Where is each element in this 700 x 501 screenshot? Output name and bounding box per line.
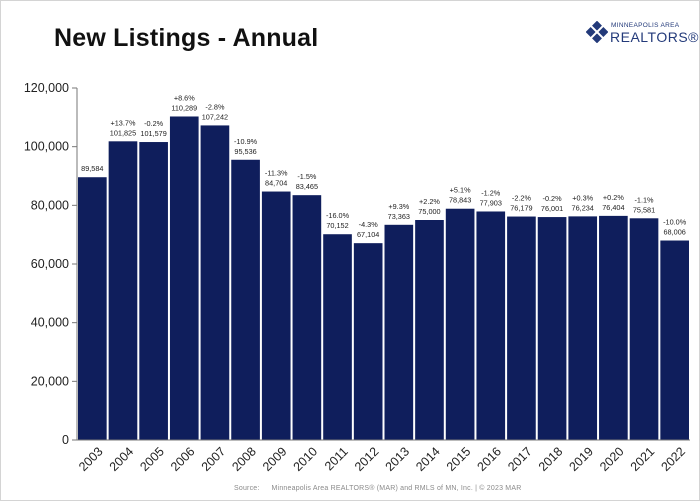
bar: [261, 191, 291, 440]
bar-value-label: 68,006: [664, 228, 686, 237]
bars: [78, 116, 689, 441]
bar-value-label: 110,289: [171, 103, 197, 112]
bar: [629, 218, 659, 440]
bar-change-label: -10.9%: [234, 137, 258, 146]
bar-value-label: 83,465: [296, 182, 318, 191]
source-footnote: Source: Minneapolis Area REALTORS® (MAR) …: [234, 485, 521, 492]
bar-change-label: -16.0%: [326, 211, 350, 220]
bar: [660, 240, 689, 440]
bar: [353, 243, 383, 440]
bar-value-label: 76,179: [510, 204, 532, 213]
bar-change-label: -4.3%: [359, 220, 379, 229]
bar: [231, 159, 260, 441]
source-label: Source:: [234, 485, 260, 492]
x-tick-label: 2021: [628, 444, 658, 474]
bar: [415, 220, 444, 440]
bar-value-label: 78,843: [449, 196, 471, 205]
bar-change-label: -10.0%: [663, 218, 687, 227]
bar-value-label: 107,242: [202, 112, 228, 121]
source-text: Minneapolis Area REALTORS® (MAR) and RML…: [271, 485, 522, 492]
logo-main-text: REALTORS®: [610, 29, 699, 45]
x-tick-label: 2017: [505, 444, 535, 474]
x-tick-label: 2007: [199, 444, 229, 474]
x-tick-label: 2004: [107, 444, 137, 474]
bar-value-label: 70,152: [326, 221, 348, 230]
x-tick-label: 2006: [168, 444, 198, 474]
x-tick-label: 2020: [597, 444, 627, 474]
bar: [169, 116, 199, 441]
bar: [507, 216, 536, 440]
bar-change-label: -1.1%: [634, 195, 654, 204]
y-tick-label: 60,000: [31, 257, 69, 271]
bar-value-label: 101,579: [140, 129, 166, 138]
bar-value-label: 75,581: [633, 205, 655, 214]
x-tick-label: 2016: [475, 444, 505, 474]
bar-value-label: 76,234: [572, 203, 594, 212]
bar-change-label: +0.3%: [572, 193, 593, 202]
bar-value-label: 75,000: [418, 207, 440, 216]
bar: [384, 224, 414, 440]
bar: [200, 125, 230, 441]
bar-change-label: +9.3%: [388, 202, 409, 211]
x-tick-label: 2018: [536, 444, 566, 474]
realtors-logo: MINNEAPOLIS AREA REALTORS®: [586, 20, 699, 46]
x-tick-label: 2012: [352, 444, 382, 474]
bar-value-label: 89,584: [81, 164, 103, 173]
bar-value-label: 76,404: [602, 203, 624, 212]
bar-change-label: +2.2%: [419, 197, 440, 206]
bar: [139, 142, 168, 441]
x-tick-label: 2019: [566, 444, 596, 474]
x-axis: 2003 2004 2005 2006 2007 2008 2009 2010 2011 2012…: [76, 439, 690, 474]
bar-value-label: 84,704: [265, 179, 287, 188]
bar-change-label: +8.6%: [174, 93, 195, 102]
bar: [476, 211, 506, 440]
y-tick-label: 120,000: [24, 81, 69, 95]
x-tick-label: 2014: [413, 444, 443, 474]
logo-top-text: MINNEAPOLIS AREA: [611, 22, 680, 29]
bar-value-label: 67,104: [357, 230, 379, 239]
bar-value-label: 95,536: [234, 147, 256, 156]
bar-change-label: -1.5%: [297, 172, 317, 181]
bar: [292, 195, 322, 440]
y-tick-label: 80,000: [31, 198, 69, 212]
bar: [599, 215, 628, 440]
x-tick-label: 2010: [291, 444, 321, 474]
y-tick-label: 40,000: [31, 316, 69, 330]
bar: [323, 234, 352, 440]
bar: [445, 208, 475, 440]
bar-change-label: -2.8%: [205, 102, 225, 111]
bar-value-label: 77,903: [480, 198, 502, 207]
bar-value-label: 101,825: [110, 128, 136, 137]
bar-change-label: +0.2%: [603, 193, 624, 202]
bar-labels: 89,584101,825+13.7%101,579-0.2%110,289+8…: [81, 93, 687, 239]
bar: [108, 141, 138, 440]
y-tick-label: 20,000: [31, 374, 69, 388]
x-tick-label: 2008: [229, 444, 259, 474]
x-tick-label: 2015: [444, 444, 474, 474]
x-tick-label: 2009: [260, 444, 290, 474]
chart-title: New Listings - Annual: [54, 24, 319, 52]
bar-value-label: 76,001: [541, 204, 563, 213]
bar-change-label: +13.7%: [110, 118, 135, 127]
y-axis: 0 20,000 40,000 60,000 80,000 100,000 120,000: [24, 81, 78, 447]
y-tick-label: 0: [62, 433, 69, 447]
diamond-cross-logo-icon: [586, 21, 608, 43]
bar-value-label: 73,363: [388, 212, 410, 221]
x-tick-label: 2013: [383, 444, 413, 474]
bar-change-label: +5.1%: [450, 186, 471, 195]
y-tick-label: 100,000: [24, 140, 69, 154]
bar-change-label: -11.3%: [265, 169, 288, 178]
x-tick-label: 2003: [76, 444, 106, 474]
x-tick-label: 2005: [137, 444, 167, 474]
bar-change-label: -2.2%: [512, 194, 532, 203]
x-tick-label: 2011: [322, 444, 351, 473]
bar-change-label: -0.2%: [144, 119, 164, 128]
x-tick-label: 2022: [658, 444, 688, 474]
bar: [78, 177, 107, 440]
bar: [568, 216, 598, 440]
bar-change-label: -0.2%: [543, 194, 563, 203]
bar: [537, 217, 567, 440]
bar-change-label: -1.2%: [481, 188, 501, 197]
